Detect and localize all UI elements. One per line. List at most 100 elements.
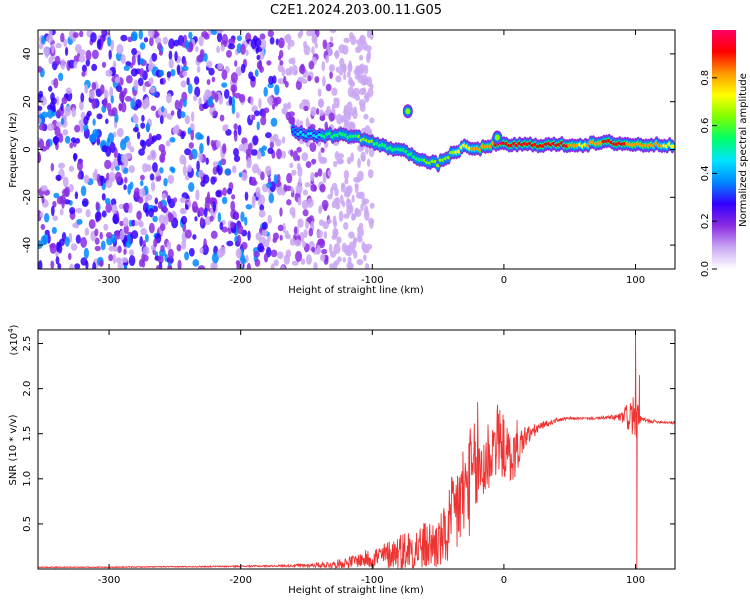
noise-blob (296, 146, 302, 153)
noise-blob (74, 191, 79, 200)
noise-blob (85, 49, 92, 61)
noise-blob (45, 139, 51, 150)
noise-blob (295, 80, 302, 91)
noise-blob (92, 261, 97, 269)
noise-blob (273, 97, 279, 107)
noise-blob (210, 207, 214, 216)
noise-blob (52, 136, 60, 144)
noise-blob (277, 251, 284, 260)
noise-blob (226, 187, 232, 195)
noise-blob (142, 202, 150, 214)
snr-y-ticks: 0.5 1.0 1.5 2.0 2.5 (22, 336, 675, 532)
noise-blob (141, 253, 145, 264)
noise-blob (235, 112, 240, 119)
noise-blob (75, 207, 83, 214)
figure-title: C2E1.2024.203.00.11.G05 (270, 3, 442, 18)
snr-scale-exponent: 4 (7, 328, 15, 333)
noise-blob (323, 230, 328, 240)
noise-blob (210, 230, 218, 240)
noise-blob (233, 155, 241, 163)
noise-blob (50, 205, 55, 217)
noise-blob (185, 204, 189, 210)
noise-blob (113, 246, 118, 253)
noise-blob (163, 177, 168, 187)
noise-blob (349, 121, 356, 129)
noise-blob (334, 187, 339, 197)
noise-blob (131, 47, 138, 56)
noise-blob (236, 234, 242, 246)
noise-blob (267, 214, 273, 224)
noise-blob (244, 191, 249, 201)
noise-blob (127, 233, 131, 245)
noise-blob (151, 135, 158, 142)
noise-blob (211, 76, 216, 83)
noise-blob (237, 124, 242, 136)
y-tick-label: 20 (22, 95, 33, 108)
noise-blob (63, 38, 68, 48)
noise-blob (259, 65, 264, 73)
noise-blob (74, 44, 82, 53)
noise-blob (353, 106, 357, 114)
noise-blob (155, 37, 162, 45)
colorbar-ticks: 0.0 0.2 0.4 0.6 0.8 (700, 70, 717, 277)
noise-blob (303, 44, 311, 56)
noise-blob (91, 81, 97, 91)
noise-blob (40, 96, 47, 106)
noise-blob (319, 156, 326, 165)
noise-blob (331, 87, 338, 96)
noise-blob (207, 96, 213, 107)
noise-blob (289, 65, 293, 76)
noise-blob (149, 173, 155, 181)
noise-blob (216, 164, 220, 173)
noise-blob (226, 49, 232, 58)
noise-blob (353, 250, 358, 259)
noise-blob (84, 227, 90, 236)
noise-blob (58, 162, 66, 169)
noise-blob (270, 263, 275, 269)
noise-blob (116, 127, 124, 138)
noise-blob (107, 132, 115, 144)
noise-blob (169, 137, 176, 143)
noise-blob (302, 189, 308, 196)
noise-blob (248, 142, 253, 152)
noise-blob (70, 137, 77, 143)
noise-blob (196, 160, 200, 172)
noise-blob (80, 92, 85, 103)
y-tick-label: 0.5 (22, 516, 33, 532)
noise-blob (214, 93, 219, 103)
noise-blob (257, 242, 264, 252)
noise-blob (117, 261, 124, 269)
noise-blob (132, 115, 139, 124)
noise-blob (203, 53, 208, 62)
noise-blob (364, 262, 370, 269)
noise-blob (280, 189, 286, 196)
noise-blob (83, 247, 89, 259)
noise-blob (53, 77, 59, 89)
noise-blob (300, 63, 305, 72)
noise-blob (283, 75, 287, 85)
noise-blob (68, 59, 76, 69)
noise-blob (291, 169, 297, 176)
noise-blob (198, 151, 203, 162)
noise-blob (252, 135, 259, 146)
noise-blob (221, 69, 228, 80)
noise-blob (310, 106, 317, 117)
noise-blob (266, 60, 272, 66)
noise-blob (145, 122, 150, 133)
y-tick-label: 40 (22, 48, 33, 61)
noise-blob (346, 71, 351, 78)
noise-blob (254, 37, 262, 48)
noise-blob (245, 49, 249, 56)
noise-blob (91, 49, 99, 60)
noise-blob (109, 86, 114, 98)
noise-blob (140, 228, 148, 236)
noise-blob (216, 30, 224, 34)
noise-blob (240, 43, 246, 55)
noise-blob (122, 216, 129, 227)
noise-blob (73, 61, 78, 69)
noise-blob (123, 87, 128, 95)
noise-blob (253, 251, 261, 258)
noise-blob (311, 158, 317, 165)
x-tick-label: 100 (626, 575, 645, 586)
noise-blob (361, 75, 365, 83)
